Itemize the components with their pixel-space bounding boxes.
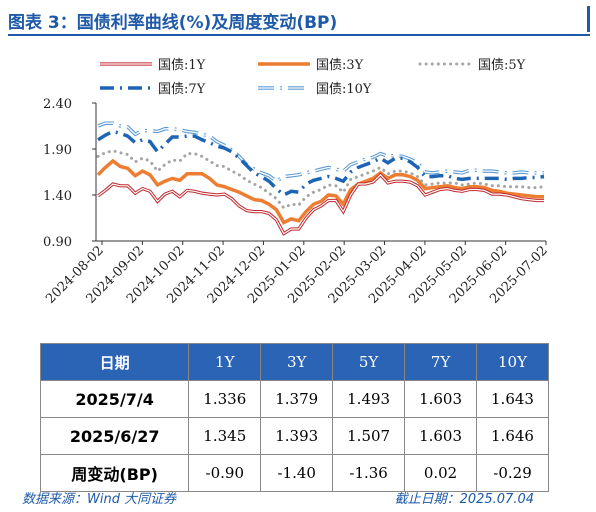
source-note: 数据来源：Wind 大同证券 [22, 492, 177, 507]
table-cell: 1.336 [188, 380, 262, 418]
yield-table: 日期 1Y 3Y 5Y 7Y 10Y 2025/7/4 1.336 1.379 … [39, 343, 549, 492]
table-cell: 1.603 [404, 380, 477, 418]
table-cell: 0.02 [404, 454, 477, 492]
y-tick-label: 1.90 [43, 143, 72, 158]
cutoff-date: 截止日期：2025.07.04 [394, 492, 534, 507]
y-tick-label: 0.90 [43, 235, 72, 250]
legend-label: 国债:3Y [316, 58, 364, 73]
table-cell: -1.36 [332, 454, 406, 492]
table-cell: 2025/6/27 [39, 417, 190, 455]
table-cell: 1.379 [260, 380, 334, 418]
table-cell: -0.29 [476, 454, 549, 492]
table-row: 2025/7/4 1.336 1.379 1.493 1.603 1.643 [39, 380, 549, 418]
title-accent [587, 6, 590, 32]
table-cell: 周变动(BP) [39, 454, 190, 492]
series-line-3y [96, 158, 544, 225]
table-cell: 1.646 [476, 417, 549, 455]
title-underline [8, 34, 590, 36]
series-line-7y [97, 129, 545, 198]
table-cell: 1.603 [404, 417, 477, 455]
table-header-cell: 5Y [332, 343, 406, 381]
table-row: 周变动(BP) -0.90 -1.40 -1.36 0.02 -0.29 [39, 454, 549, 492]
table-header-cell: 10Y [476, 343, 549, 381]
chart-title: 图表 3：国债利率曲线(%)及周度变动(BP) [8, 13, 338, 33]
table-header-cell: 3Y [260, 343, 334, 381]
y-tick-label: 2.40 [43, 97, 72, 112]
yield-curve-chart: 2.401.901.400.902024-08-022024-09-022024… [43, 58, 551, 307]
table-header-cell: 1Y [188, 343, 262, 381]
y-tick-label: 1.40 [43, 189, 72, 204]
title-bar: 图表 3：国债利率曲线(%)及周度变动(BP) [8, 6, 590, 36]
legend-label: 国债:10Y [316, 82, 372, 97]
table-cell: 1.345 [188, 417, 262, 455]
table-header-cell: 7Y [404, 343, 477, 381]
series-line-10y [97, 121, 544, 184]
table-cell: 1.643 [476, 380, 549, 418]
legend-label: 国债:5Y [478, 58, 526, 73]
table-cell: 2025/7/4 [39, 380, 190, 418]
series-line-5y [96, 149, 546, 210]
table-cell: 1.507 [332, 417, 406, 455]
legend-label: 国债:1Y [158, 58, 206, 73]
table-header-row: 日期 1Y 3Y 5Y 7Y 10Y [39, 343, 549, 381]
table-header-cell: 日期 [39, 343, 190, 381]
table-cell: -1.40 [260, 454, 334, 492]
series-line-10y-inner [97, 122, 544, 182]
series-line-1y [97, 172, 544, 236]
table-cell: -0.90 [188, 454, 262, 492]
table-cell: 1.393 [260, 417, 334, 455]
table-cell: 1.493 [332, 380, 406, 418]
series-line-1y-inner [97, 173, 544, 235]
legend-label: 国债:7Y [158, 82, 206, 97]
table-row: 2025/6/27 1.345 1.393 1.507 1.603 1.646 [39, 417, 549, 455]
